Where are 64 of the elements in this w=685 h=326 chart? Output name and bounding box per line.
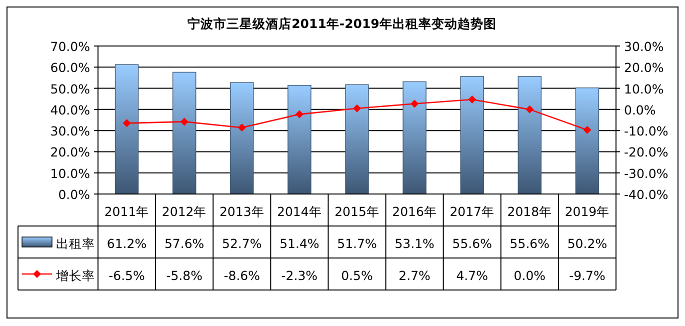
y-tick-label: 0.0% [58, 187, 90, 202]
y2-tick-label: -10.0% [624, 124, 668, 139]
x-tick-label: 2017年 [450, 204, 495, 219]
x-tick-label: 2013年 [219, 204, 264, 219]
y-tick-label: 30.0% [50, 124, 90, 139]
point [180, 118, 188, 126]
x-tick-label: 2015年 [334, 204, 380, 219]
y-tick-label: 70.0% [50, 39, 90, 54]
data-label: 57.6% [164, 236, 204, 251]
x-tick-label: 2012年 [162, 204, 207, 219]
point [410, 100, 419, 108]
point [238, 124, 246, 132]
data-label: 52.7% [222, 236, 262, 251]
y2-tick-label: 0.0% [624, 102, 656, 118]
bar [402, 81, 426, 194]
bar [288, 84, 312, 194]
x-tick-label: 2019年 [564, 204, 610, 219]
data-label: -8.6% [224, 268, 260, 283]
data-label: 2.7% [398, 268, 431, 283]
x-tick-label: 2016年 [392, 204, 437, 219]
bar [114, 64, 139, 194]
x-tick-label: 2018年 [507, 204, 552, 219]
data-label: -2.3% [281, 268, 318, 283]
data-label: 51.4% [280, 236, 320, 251]
y2-tick-label: -40.0% [624, 187, 668, 202]
y2-tick-label: -30.0% [624, 166, 668, 181]
bar [518, 76, 542, 194]
data-label: 51.7% [337, 236, 377, 251]
bar [345, 84, 369, 194]
point [295, 110, 304, 118]
point [122, 119, 131, 128]
y-tick-label: 60.0% [50, 60, 90, 76]
point [468, 95, 476, 104]
bar [230, 82, 254, 194]
data-label: 0.5% [341, 268, 373, 283]
y2-tick-label: -20.0% [624, 144, 668, 160]
bar [172, 72, 196, 194]
x-tick-label: 2011年 [104, 204, 150, 219]
point [526, 105, 534, 114]
x-tick-label: 2014年 [277, 204, 322, 219]
y-tick-label: 50.0% [50, 81, 90, 96]
y2-tick-label: 10.0% [624, 81, 664, 96]
chart-title: 宁波市三星级酒店2011年-2019年出租率变动趋势图 [188, 16, 496, 31]
point [583, 126, 592, 134]
legend-label: 出租率 [56, 236, 95, 251]
bar [460, 76, 484, 194]
data-label: 61.2% [106, 236, 147, 251]
legend-label: 增长率 [55, 268, 95, 283]
y-tick-label: 40.0% [50, 102, 90, 118]
y-tick-label: 10.0% [50, 166, 90, 181]
point [353, 104, 361, 112]
data-label: 0.0% [514, 268, 546, 283]
bar [575, 88, 600, 194]
y-tick-label: 20.0% [50, 144, 90, 160]
data-label: 55.6% [452, 236, 492, 251]
y2-tick-label: 20.0% [624, 60, 664, 76]
data-label: -6.5% [108, 268, 146, 283]
y2-tick-label: 30.0% [624, 39, 664, 54]
data-label: -9.7% [569, 268, 606, 283]
data-label: 55.6% [510, 236, 550, 251]
data-label: 53.1% [394, 236, 435, 251]
data-label: -5.8% [166, 268, 203, 283]
data-label: 4.7% [456, 268, 488, 283]
data-label: 50.2% [567, 236, 608, 251]
